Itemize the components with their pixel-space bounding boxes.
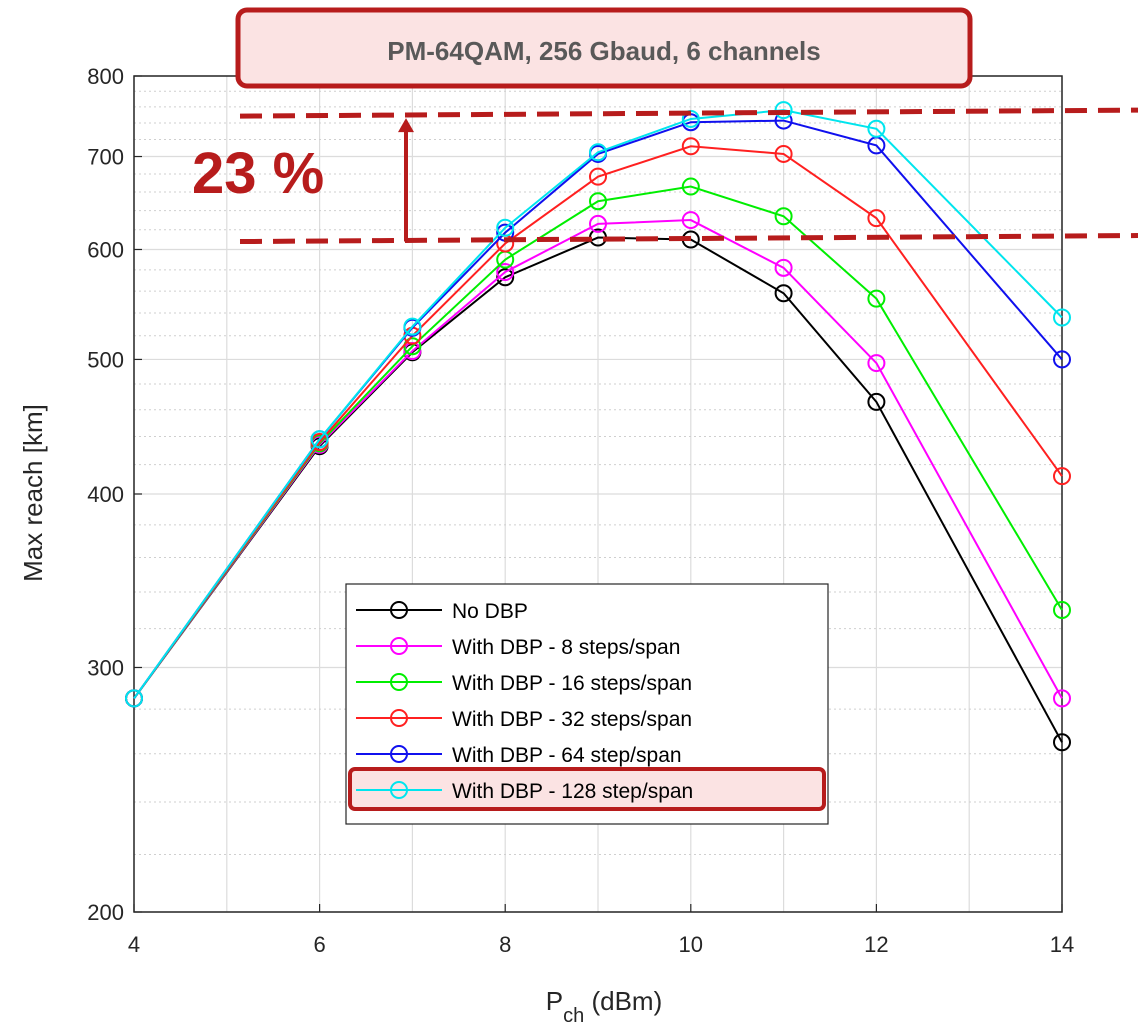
legend-item: With DBP - 128 step/span [348,767,826,811]
data-point [1053,601,1071,620]
data-point [589,143,607,162]
data-point [589,167,607,186]
x-tick-label: 6 [313,932,325,957]
y-tick-label: 800 [87,64,124,89]
legend-label: With DBP - 64 step/span [452,744,682,767]
legend-item: No DBP [356,600,528,623]
y-axis-ticks: 200 300 400 500 600 700 800 [87,64,142,925]
y-tick-label: 300 [87,655,124,680]
data-point [496,263,515,282]
legend-item: With DBP - 64 step/span [356,744,682,767]
series-group [125,211,1071,708]
legend-marker [390,745,408,763]
legend-label: With DBP - 32 steps/span [452,708,692,731]
data-point [1053,467,1071,486]
x-axis-label-unit: (dBm) [584,986,662,1016]
legend-item: With DBP - 16 steps/span [356,672,692,695]
data-point [774,207,793,226]
x-tick-label: 10 [679,932,703,957]
data-point [1053,308,1071,327]
data-point [1053,689,1071,708]
legend-marker [390,601,408,619]
y-tick-label: 400 [87,482,124,507]
legend-label: No DBP [452,600,528,623]
x-tick-label: 4 [128,932,140,957]
x-tick-label: 8 [499,932,511,957]
legend-marker [390,637,408,655]
data-point [1053,733,1071,752]
legend: No DBP With DBP - 8 steps/span With DBP - … [345,583,829,825]
data-point [867,209,886,228]
legend-item: With DBP - 8 steps/span [356,636,680,659]
data-point [496,268,515,287]
y-axis-label: Max reach [km] [18,404,48,582]
legend-item: With DBP - 32 steps/span [356,708,692,731]
annotation-upper-dashed-line [239,107,1138,119]
x-axis-ticks: 4 6 8 10 12 14 [128,904,1074,957]
series-line [133,109,1063,700]
y-tick-label: 500 [87,347,124,372]
legend-label: With DBP - 128 step/span [452,780,693,803]
legend-label: With DBP - 16 steps/span [452,672,692,695]
annotation-lower-dashed-line [239,233,1138,245]
data-point [125,689,143,708]
series-line [133,145,1063,700]
data-point [496,218,515,237]
x-tick-label: 14 [1050,932,1074,957]
chart-title: PM-64QAM, 256 Gbaud, 6 channels [387,36,820,66]
legend-highlight-box [348,767,826,811]
data-point [681,177,700,196]
data-point [310,430,329,449]
data-point [867,392,886,411]
x-axis-label: Pch (dBm) [546,986,662,1027]
data-point [681,211,700,230]
legend-marker [390,781,408,799]
y-tick-label: 200 [87,900,124,925]
data-point [1053,350,1071,369]
series-lines [125,101,1071,752]
annotation-arrow-head [398,118,414,133]
legend-marker [390,673,408,691]
data-point [867,354,886,373]
legend-label: With DBP - 8 steps/span [452,636,680,659]
data-point [589,214,607,233]
data-point [774,144,793,163]
series-line [133,185,1063,700]
data-point [867,289,886,308]
x-axis-label-main: P [546,986,563,1016]
x-tick-label: 12 [864,932,888,957]
data-point [681,137,700,156]
y-tick-label: 600 [87,237,124,262]
data-point [867,119,886,138]
series-line [133,219,1063,700]
title-box [235,7,973,89]
legend-marker [390,709,408,727]
annotation-percent: 23 % [192,141,324,206]
data-point [774,258,793,277]
y-tick-label: 700 [87,145,124,170]
data-point [403,317,422,336]
improvement-annotation: 23 % [192,107,1138,245]
data-point [774,284,793,303]
data-point [589,192,607,211]
x-axis-label-sub: ch [563,1005,584,1027]
